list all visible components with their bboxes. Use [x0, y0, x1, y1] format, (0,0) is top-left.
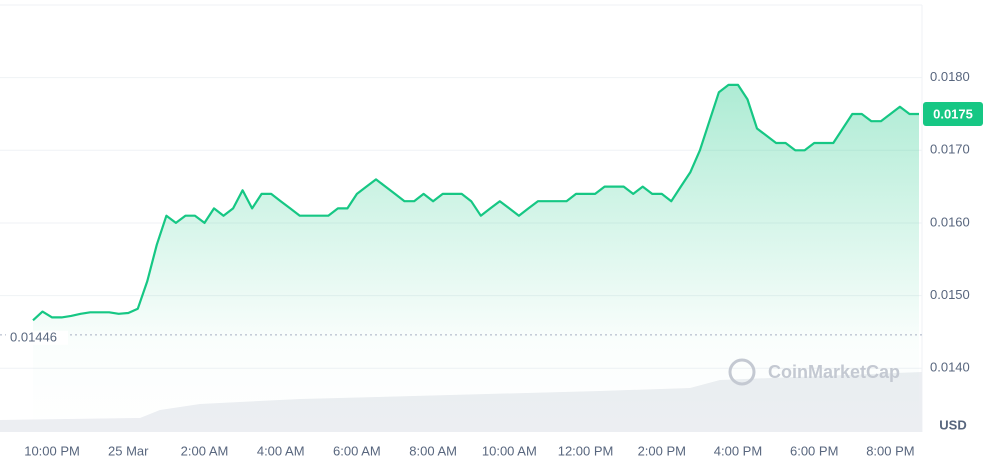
x-tick-label: 25 Mar	[108, 443, 149, 458]
current-price-box	[923, 101, 983, 126]
x-tick-label: 2:00 PM	[638, 443, 686, 458]
current-price-label: 0.0175	[933, 106, 973, 121]
x-tick-label: 10:00 PM	[24, 443, 80, 458]
price-line	[32, 83, 919, 322]
x-tick-label: 2:00 AM	[181, 443, 229, 458]
x-tick-label: 4:00 AM	[257, 443, 305, 458]
watermark: CoinMarketCap	[728, 358, 900, 386]
watermark-logo	[728, 358, 756, 386]
marks: 0.0140 0.0150 0.0160 0.0170 0.0180 10:00 PM 25…	[0, 69, 983, 458]
x-tick-label: 12:00 PM	[558, 443, 614, 458]
x-tick-label: 8:00 PM	[866, 443, 914, 458]
y-tick-label: 0.0170	[930, 142, 970, 157]
watermark-text: CoinMarketCap	[768, 362, 900, 382]
reference-label-bg	[6, 330, 68, 345]
y-tick-label: 0.0180	[930, 69, 970, 84]
currency-label: USD	[939, 417, 966, 432]
area-fill	[33, 84, 919, 431]
y-tick-label: 0.0160	[930, 214, 970, 229]
x-tick-label: 8:00 AM	[409, 443, 457, 458]
y-tick-label: 0.0140	[930, 360, 970, 375]
x-tick-label: 6:00 PM	[790, 443, 838, 458]
reference-label: 0.01446	[10, 329, 57, 344]
y-tick-label: 0.0150	[930, 287, 970, 302]
x-tick-label: 6:00 AM	[333, 443, 381, 458]
x-tick-label: 4:00 PM	[714, 443, 762, 458]
x-tick-label: 10:00 AM	[482, 443, 537, 458]
